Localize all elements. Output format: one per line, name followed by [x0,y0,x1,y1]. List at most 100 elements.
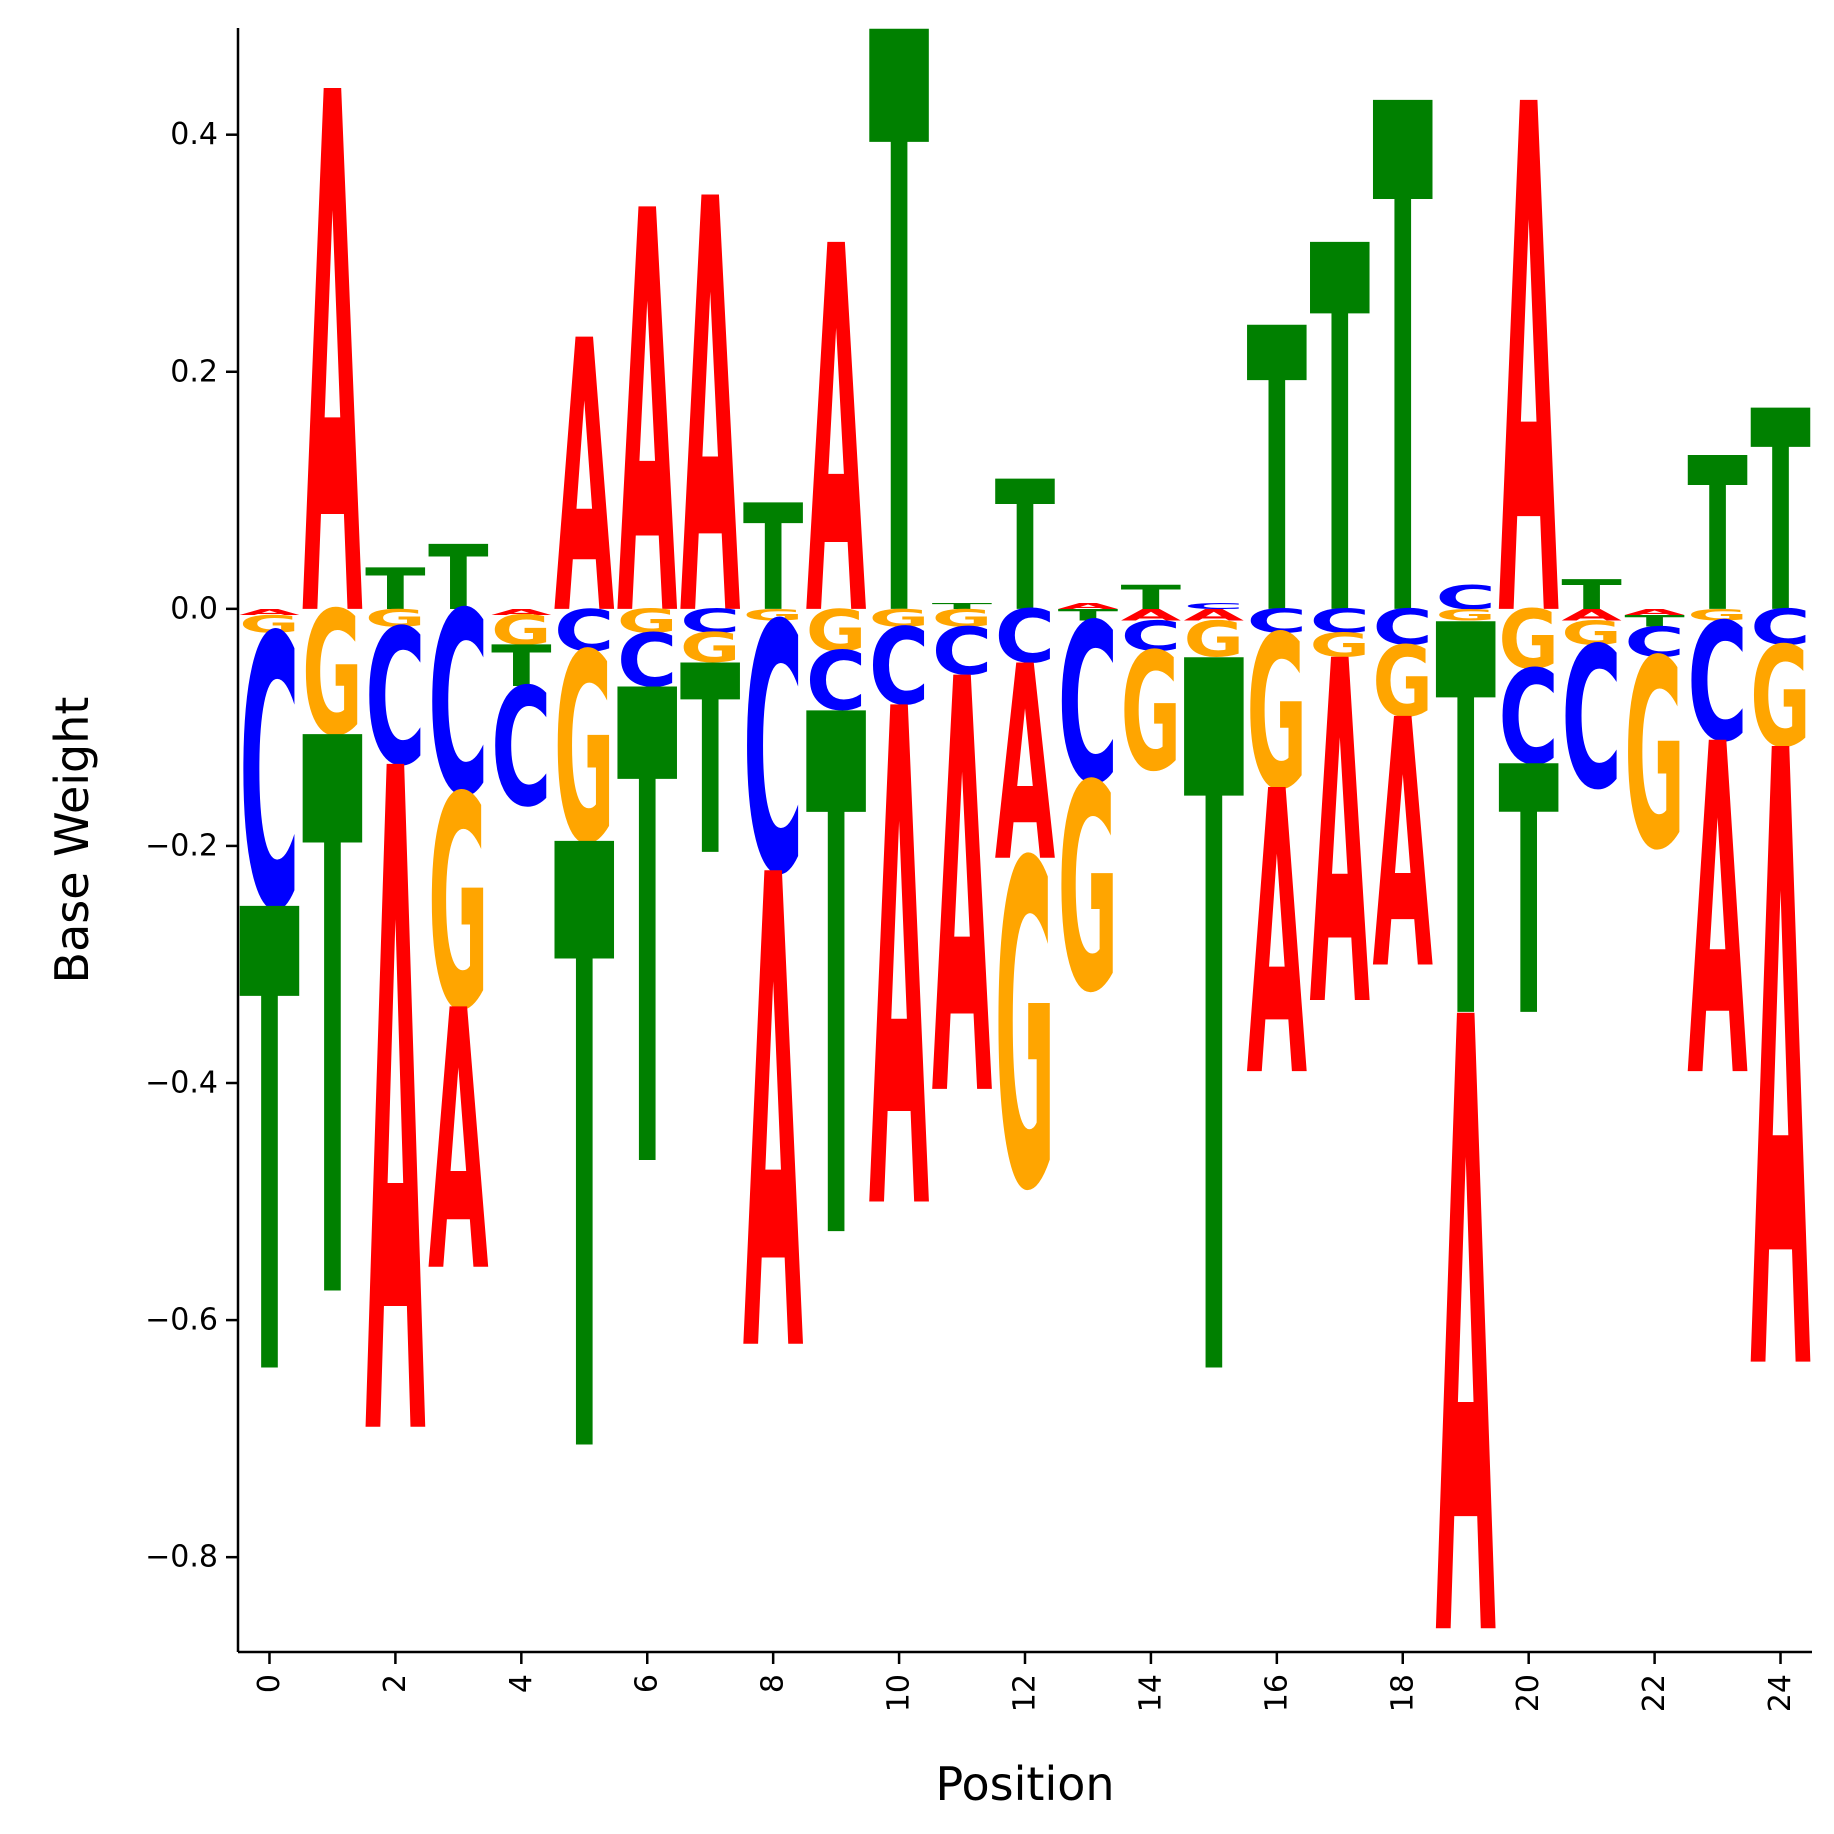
logo-letter-C-pos-10: C [869,607,929,730]
logo-letter-T-pos-6: T [617,559,678,1314]
logo-letter-T-pos-21: T [1561,572,1621,619]
logo-letter-G-pos-23: G [1687,606,1747,625]
logo-letter-A-pos-19: A [1436,845,1497,1828]
logo-letter-G-pos-0: G [239,610,299,638]
logo-letter-T-pos-0: T [239,779,300,1517]
logo-letter-C-pos-22: C [1624,619,1684,666]
y-tick-label: −0.8 [145,1540,218,1575]
x-tick-label: 2 [378,1674,413,1693]
logo-letter-A-pos-21: A [1561,606,1622,625]
logo-letter-C-pos-13: C [1058,578,1118,834]
x-tick-label: 10 [882,1674,917,1712]
logo-letter-A-pos-22: A [1624,607,1684,617]
x-tick-label: 20 [1511,1674,1546,1712]
logo-letter-T-pos-15: T [1184,465,1245,1599]
logo-letter-T-pos-4: T [491,633,552,699]
x-tick-label: 22 [1637,1674,1672,1712]
logo-letter-G-pos-8: G [743,606,803,625]
logo-letter-A-pos-17: A [1310,563,1371,1111]
y-tick-label: −0.4 [145,1066,218,1101]
y-tick-label: −0.6 [145,1303,218,1338]
logo-letter-A-pos-23: A [1687,649,1748,1179]
y-tick-label: 0.0 [170,591,218,626]
logo-letter-T-pos-17: T [1310,144,1371,729]
logo-letter-C-pos-8: C [743,553,803,950]
logo-letter-A-pos-7: A [680,81,741,744]
x-ticks: 0 2 4 6 8 10 12 14 16 18 20 22 24 [252,1652,1798,1712]
logo-letter-G-pos-20: G [1498,594,1558,688]
logo-letter-T-pos-24: T [1750,354,1810,674]
logo-letter-G-pos-22: G [1624,606,1684,908]
logo-letter-G-pos-9: G [806,598,866,665]
logo-letter-G-pos-1: G [302,575,362,774]
logo-letter-C-pos-7: C [680,602,740,640]
x-tick-label: 24 [1763,1674,1798,1712]
x-tick-label: 0 [252,1674,287,1693]
x-tick-label: 8 [756,1674,791,1693]
logo-letter-C-pos-5: C [554,597,614,664]
logo-letter-G-pos-21: G [1561,615,1621,653]
logo-letter-A-pos-0: A [239,607,299,617]
logo-letter-A-pos-24: A [1750,579,1811,1562]
x-tick-label: 12 [1008,1674,1043,1712]
logo-letter-C-pos-16: C [1247,602,1307,640]
logo-letter-C-pos-12: C [995,596,1055,680]
logo-letter-A-pos-13: A [1058,601,1118,611]
logo-letter-T-pos-20: T [1498,696,1558,1093]
logo-letter-C-pos-14: C [1121,613,1181,660]
x-tick-label: 4 [504,1674,539,1693]
x-tick-label: 14 [1133,1674,1168,1712]
logo-letter-T-pos-22: T [1624,612,1685,631]
logo-letter-A-pos-5: A [554,263,615,698]
logo-letter-T-pos-7: T [680,611,740,914]
logo-letter-C-pos-6: C [617,619,677,703]
logo-letter-C-pos-23: C [1687,590,1747,778]
x-tick-label: 18 [1385,1674,1420,1712]
logo-letter-A-pos-18: A [1373,649,1433,1046]
logo-letter-A-pos-16: A [1247,711,1308,1164]
y-ticks: −0.8 −0.6 −0.4 −0.2 0.0 0.2 0.4 [145,117,238,1575]
logo-letter-T-pos-12: T [995,444,1055,652]
logo-letter-T-pos-11: T [932,601,993,610]
logo-letter-A-pos-1: A [302,0,363,778]
logo-letter-T-pos-23: T [1687,415,1747,660]
logo-letter-C-pos-11: C [932,614,992,689]
logo-letter-T-pos-10: T [869,0,930,797]
y-tick-label: 0.4 [170,117,218,152]
logo-letter-T-pos-9: T [806,569,867,1401]
logo-letter-T-pos-3: T [428,526,489,630]
logo-letter-T-pos-5: T [554,675,615,1640]
logo-letter-G-pos-2: G [365,604,425,632]
logo-letter-A-pos-9: A [806,142,867,728]
logo-letter-G-pos-13: G [1058,724,1118,1055]
logo-letter-T-pos-18: T [1373,0,1434,774]
x-tick-label: 16 [1259,1674,1294,1712]
logo-letter-T-pos-14: T [1121,579,1182,617]
y-tick-label: −0.2 [145,828,218,863]
logo-letter-A-pos-4: A [491,607,551,617]
logo-letter-T-pos-13: T [1058,606,1119,625]
logo-letter-G-pos-10: G [869,604,929,632]
logo-letter-A-pos-8: A [743,743,804,1498]
logo-letter-A-pos-20: A [1498,0,1559,775]
logo-letter-C-pos-2: C [365,591,425,808]
logo-letter-A-pos-10: A [869,569,930,1363]
x-axis-title: Position [935,1757,1114,1811]
logo-letter-G-pos-11: G [932,604,992,632]
logo-letter-G-pos-18: G [1373,626,1433,739]
logo-letter-T-pos-1: T [302,584,363,1472]
logo-letter-G-pos-15: G [1184,611,1244,668]
logo-letter-G-pos-3: G [428,736,488,1076]
logo-letter-A-pos-6: A [617,96,678,739]
logo-letter-C-pos-0: C [239,559,299,994]
logo-letter-A-pos-15: A [1184,606,1245,625]
logo-letter-G-pos-6: G [617,603,677,641]
logo-letter-T-pos-8: T [743,475,803,644]
logo-letter-C-pos-18: C [1373,599,1433,656]
logo-letter-C-pos-3: C [428,560,488,853]
logo-letter-T-pos-19: T [1436,515,1497,1139]
logo-letter-G-pos-4: G [491,608,551,655]
logo-letter-C-pos-4: C [491,656,551,844]
